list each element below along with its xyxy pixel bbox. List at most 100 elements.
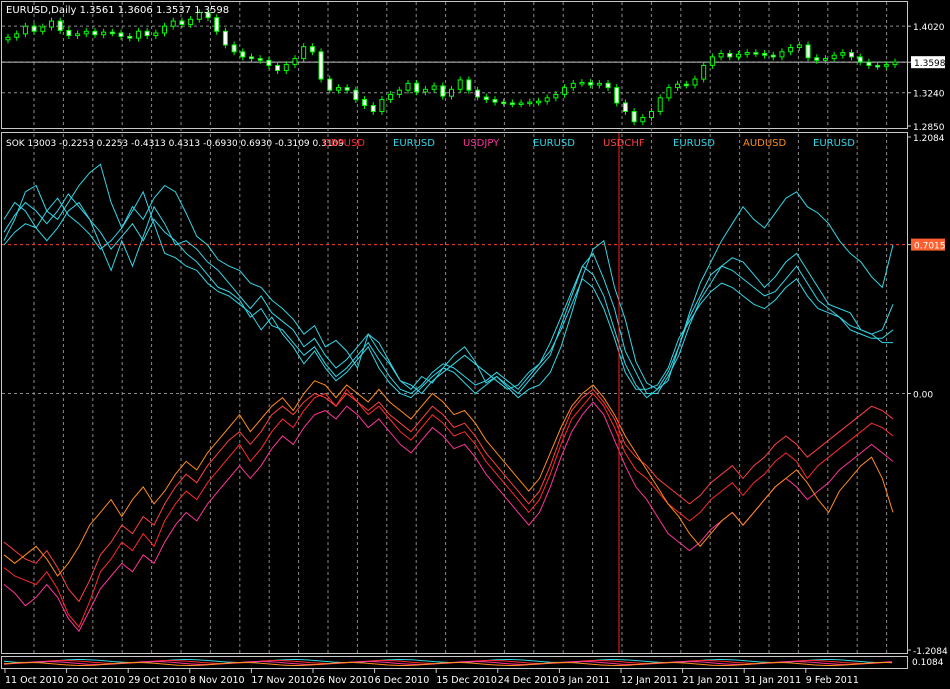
x-axis-label: 15 Dec 2010 — [436, 675, 497, 686]
candle-down — [814, 57, 820, 61]
candle-down — [57, 20, 63, 31]
candle-up — [457, 79, 463, 90]
candle-down — [492, 99, 498, 103]
candle-down — [727, 52, 733, 58]
candle-up — [292, 58, 298, 66]
candle-down — [179, 20, 185, 25]
price-panel-frame — [1, 1, 908, 129]
candle-down — [109, 31, 115, 35]
level-marker — [911, 238, 945, 251]
candle-up — [718, 52, 724, 58]
candle-up — [701, 64, 707, 80]
candle-down — [318, 51, 324, 80]
candle-down — [231, 44, 237, 53]
candle-down — [240, 51, 246, 58]
candle-down — [622, 102, 628, 112]
candle-down — [849, 52, 855, 58]
candle-up — [153, 32, 159, 37]
candle-up — [579, 81, 585, 85]
candle-down — [257, 58, 263, 61]
candle-down — [466, 79, 472, 91]
pair-label-gbpusd: GBPUSD — [323, 138, 365, 149]
candle-up — [840, 52, 846, 56]
candle-up — [40, 26, 46, 32]
candle-up — [301, 46, 307, 60]
candle-down — [805, 44, 811, 59]
candle-up — [449, 88, 454, 97]
candle-up — [405, 82, 411, 91]
candle-up — [22, 25, 28, 35]
bottom-axis-label: 0.1084 — [912, 658, 944, 668]
candle-down — [205, 12, 211, 19]
candle-up — [553, 93, 559, 99]
indicator-axis-label: -1.2084 — [913, 647, 948, 657]
x-axis-label: 6 Dec 2010 — [375, 675, 430, 686]
candle-down — [770, 54, 776, 58]
x-axis-label: 21 Jan 2011 — [683, 675, 740, 686]
pair-label-eurusd: EURUSD — [393, 138, 435, 149]
pair-label-eurusd: EURUSD — [533, 138, 575, 149]
candle-up — [518, 102, 524, 105]
indicator-panel-label: SOK 13003 -0.2253 0.2253 -0.4313 0.4313 … — [6, 139, 344, 149]
candle-down — [275, 64, 281, 72]
indicator-axis-label: 1.2084 — [913, 134, 945, 144]
pair-labels: GBPUSD EURUSD USDJPY EURUSD USDCHF EURUSD AUDU… — [323, 138, 855, 149]
price-axis-label: 1.3240 — [913, 90, 945, 100]
pair-label-eurusd: EURUSD — [813, 138, 855, 149]
candle-up — [431, 85, 437, 90]
indicator-axis-label: 0.00 — [913, 391, 933, 401]
candle-down — [475, 89, 481, 98]
bottom-panel-strip — [3, 658, 893, 667]
candle-down — [370, 105, 376, 112]
candle-down — [118, 32, 124, 37]
x-axis-label: 8 Nov 2010 — [190, 675, 245, 686]
x-axis-label: 12 Jan 2011 — [621, 675, 678, 686]
pair-label-usdchf: USDCHF — [603, 138, 645, 149]
candle-up — [544, 97, 550, 102]
candle-up — [675, 83, 681, 89]
candle-down — [214, 17, 220, 32]
candle-up — [709, 56, 715, 66]
current-price-marker — [911, 56, 945, 69]
candle-up — [822, 58, 828, 61]
x-axis: 11 Oct 2010 20 Oct 2010 29 Oct 2010 8 Nov 2… — [4, 669, 859, 686]
pair-label-usdjpy: USDJPY — [463, 138, 500, 149]
current-price-label: 1.3598 — [914, 59, 946, 69]
series-eurusd-line-2 — [3, 201, 894, 399]
candle-down — [248, 56, 254, 60]
candle-up — [735, 53, 741, 58]
candle-down — [483, 96, 489, 101]
candle-up — [666, 87, 672, 99]
level-label: 0.7015 — [914, 242, 946, 252]
candle-up — [75, 33, 81, 37]
price-panel-label: EURUSD,Daily 1.3561 1.3606 1.3537 1.3598 — [6, 5, 229, 16]
x-axis-label: 3 Jan 2011 — [559, 675, 610, 686]
candle-up — [101, 31, 107, 36]
pair-label-eurusd: EURUSD — [673, 138, 715, 149]
candle-up — [779, 51, 785, 58]
x-axis-label: 29 Oct 2010 — [128, 675, 187, 686]
x-axis-label: 26 Nov 2010 — [313, 675, 374, 686]
candle-up — [649, 110, 655, 118]
x-axis-label: 17 Nov 2010 — [251, 675, 312, 686]
x-axis-label: 20 Oct 2010 — [67, 675, 126, 686]
candle-down — [344, 87, 350, 91]
candle-down — [266, 59, 272, 66]
x-axis-label: 9 Feb 2011 — [806, 675, 859, 686]
candle-up — [14, 33, 20, 38]
candle-down — [327, 78, 333, 91]
candle-down — [92, 30, 98, 36]
price-axis-label: 1.2850 — [913, 123, 945, 133]
pair-label-audusd: AUDUSD — [743, 138, 787, 149]
candle-down — [440, 85, 446, 97]
candle-up — [83, 30, 89, 35]
candle-up — [283, 64, 289, 72]
candle-up — [162, 25, 168, 34]
candle-down — [762, 52, 768, 56]
price-axis-label: 1.4020 — [913, 23, 945, 33]
candle-down — [509, 102, 515, 105]
series-eurusd-line-3 — [3, 193, 893, 395]
candle-down — [31, 25, 37, 32]
